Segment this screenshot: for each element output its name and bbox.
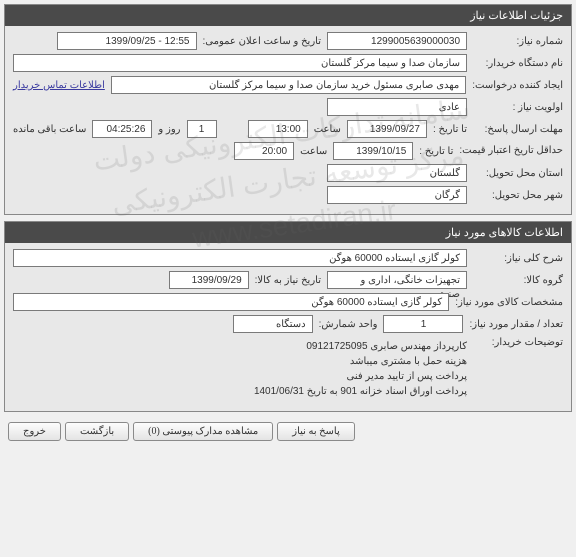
row-priority: اولویت نیاز : عادی bbox=[13, 98, 563, 116]
validity-time-field: 20:00 bbox=[234, 142, 294, 160]
group-field: تجهیزات خانگی، اداری و صنعتی bbox=[327, 271, 467, 289]
day-and-label: روز و bbox=[158, 124, 180, 135]
announce-label: تاریخ و ساعت اعلان عمومی: bbox=[203, 36, 322, 47]
desc-label: شرح کلی نیاز: bbox=[473, 253, 563, 264]
row-spec: مشخصات کالای مورد نیاز: کولر گازی ایستاد… bbox=[13, 293, 563, 311]
goods-info-body: شرح کلی نیاز: کولر گازی ایستاده 60000 هو… bbox=[5, 243, 571, 411]
row-city: شهر محل تحویل: گرگان bbox=[13, 186, 563, 204]
row-requester: ایجاد کننده درخواست: مهدی صابری مسئول خر… bbox=[13, 76, 563, 94]
spec-label: مشخصات کالای مورد نیاز: bbox=[455, 297, 563, 308]
contact-link[interactable]: اطلاعات تماس خریدار bbox=[13, 80, 105, 91]
deadline-label: مهلت ارسال پاسخ: bbox=[473, 124, 563, 135]
notes-line-1: کارپرداز مهندس صابری 09121725095 bbox=[254, 339, 467, 354]
announce-field: 12:55 - 1399/09/25 bbox=[57, 32, 197, 50]
unit-label: واحد شمارش: bbox=[319, 319, 378, 330]
row-desc: شرح کلی نیاز: کولر گازی ایستاده 60000 هو… bbox=[13, 249, 563, 267]
deadline-time-label: ساعت bbox=[314, 124, 341, 135]
validity-date-field: 1399/10/15 bbox=[333, 142, 413, 160]
need-date-label: تاریخ نیاز به کالا: bbox=[255, 275, 321, 286]
city-label: شهر محل تحویل: bbox=[473, 190, 563, 201]
time-remain-field: 04:25:26 bbox=[92, 120, 152, 138]
province-label: استان محل تحویل: bbox=[473, 168, 563, 179]
row-validity: حداقل تاریخ اعتبار قیمت: تا تاریخ : 1399… bbox=[13, 142, 563, 160]
priority-field: عادی bbox=[327, 98, 467, 116]
unit-field: دستگاه bbox=[233, 315, 313, 333]
days-remain-field: 1 bbox=[187, 120, 217, 138]
remain-suffix-label: ساعت باقی مانده bbox=[13, 124, 86, 135]
need-info-header: جزئیات اطلاعات نیاز bbox=[5, 5, 571, 26]
goods-info-panel: اطلاعات کالاهای مورد نیاز شرح کلی نیاز: … bbox=[4, 221, 572, 412]
deadline-time-field: 13:00 bbox=[248, 120, 308, 138]
notes-content: کارپرداز مهندس صابری 09121725095 هزینه ح… bbox=[254, 337, 467, 401]
desc-field: کولر گازی ایستاده 60000 هوگن bbox=[13, 249, 467, 267]
buyer-field: سازمان صدا و سیما مرکز گلستان bbox=[13, 54, 467, 72]
row-province: استان محل تحویل: گلستان bbox=[13, 164, 563, 182]
buyer-label: نام دستگاه خریدار: bbox=[473, 58, 563, 69]
notes-line-4: پرداخت اوراق اسناد خزانه 901 به تاریخ 14… bbox=[254, 384, 467, 399]
row-deadline: مهلت ارسال پاسخ: تا تاریخ : 1399/09/27 س… bbox=[13, 120, 563, 138]
respond-button[interactable]: پاسخ به نیاز bbox=[277, 422, 355, 441]
qty-label: تعداد / مقدار مورد نیاز: bbox=[469, 319, 563, 330]
deadline-to-label: تا تاریخ : bbox=[433, 124, 467, 135]
validity-label: حداقل تاریخ اعتبار قیمت: bbox=[459, 145, 563, 157]
need-number-field: 1299005639000030 bbox=[327, 32, 467, 50]
notes-line-3: پرداخت پس از تایید مدیر فنی bbox=[254, 369, 467, 384]
requester-label: ایجاد کننده درخواست: bbox=[472, 80, 563, 91]
row-buyer: نام دستگاه خریدار: سازمان صدا و سیما مرک… bbox=[13, 54, 563, 72]
action-buttons: پاسخ به نیاز مشاهده مدارک پیوستی (0) باز… bbox=[4, 418, 572, 445]
need-info-body: شماره نیاز: 1299005639000030 تاریخ و ساع… bbox=[5, 26, 571, 214]
need-number-label: شماره نیاز: bbox=[473, 36, 563, 47]
row-group: گروه کالا: تجهیزات خانگی، اداری و صنعتی … bbox=[13, 271, 563, 289]
requester-field: مهدی صابری مسئول خرید سازمان صدا و سیما … bbox=[111, 76, 466, 94]
row-number: شماره نیاز: 1299005639000030 تاریخ و ساع… bbox=[13, 32, 563, 50]
group-label: گروه کالا: bbox=[473, 275, 563, 286]
row-notes: توضیحات خریدار: کارپرداز مهندس صابری 091… bbox=[13, 337, 563, 401]
row-qty: تعداد / مقدار مورد نیاز: 1 واحد شمارش: د… bbox=[13, 315, 563, 333]
attachments-button[interactable]: مشاهده مدارک پیوستی (0) bbox=[133, 422, 273, 441]
city-field: گرگان bbox=[327, 186, 467, 204]
qty-field: 1 bbox=[383, 315, 463, 333]
back-button[interactable]: بازگشت bbox=[65, 422, 129, 441]
goods-info-header: اطلاعات کالاهای مورد نیاز bbox=[5, 222, 571, 243]
validity-time-label: ساعت bbox=[300, 146, 327, 157]
priority-label: اولویت نیاز : bbox=[473, 102, 563, 113]
need-info-panel: جزئیات اطلاعات نیاز شماره نیاز: 12990056… bbox=[4, 4, 572, 215]
validity-to-label: تا تاریخ : bbox=[419, 146, 453, 157]
need-date-field: 1399/09/29 bbox=[169, 271, 249, 289]
exit-button[interactable]: خروج bbox=[8, 422, 61, 441]
province-field: گلستان bbox=[327, 164, 467, 182]
notes-label: توضیحات خریدار: bbox=[473, 337, 563, 348]
spec-field: کولر گازی ایستاده 60000 هوگن bbox=[13, 293, 449, 311]
notes-line-2: هزینه حمل با مشتری میباشد bbox=[254, 354, 467, 369]
deadline-date-field: 1399/09/27 bbox=[347, 120, 427, 138]
